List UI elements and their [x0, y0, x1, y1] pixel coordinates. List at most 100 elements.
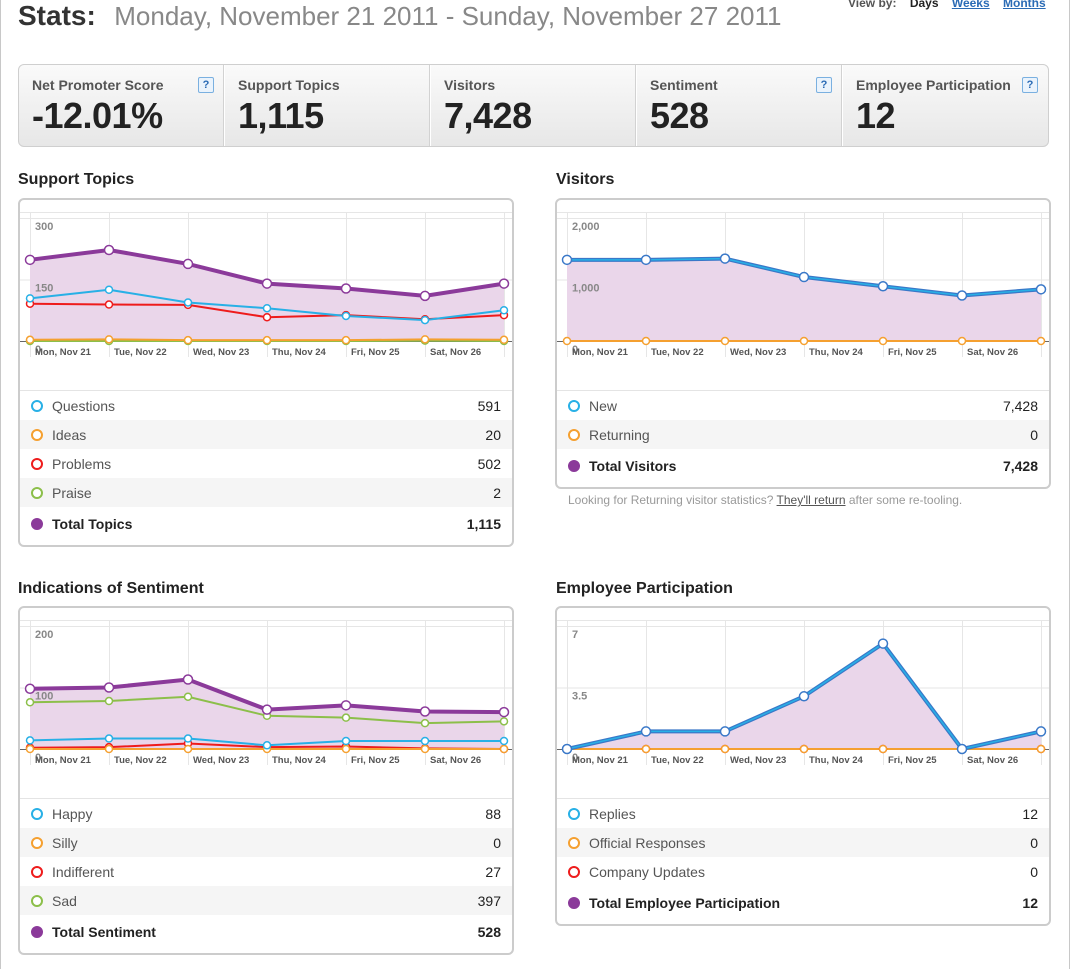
total-data-point[interactable] — [24, 254, 36, 266]
legend-label: Problems — [52, 455, 112, 472]
employee-participation-card: 7 3.5 0 Mon, Nov 21 Tue, Nov 22 Wed, Nov 23 Th… — [555, 606, 1051, 926]
data-point[interactable] — [262, 312, 272, 322]
total-data-point[interactable] — [640, 726, 652, 737]
data-point[interactable] — [420, 744, 430, 754]
legend-dot-icon — [568, 865, 580, 878]
total-data-point[interactable] — [877, 638, 889, 649]
view-days-current[interactable]: Days — [909, 0, 939, 10]
metric-value: 1,115 — [238, 95, 324, 136]
data-point[interactable] — [499, 717, 509, 726]
y-tick-label: 0 — [35, 752, 41, 764]
total-data-point[interactable] — [261, 704, 273, 715]
data-point[interactable] — [341, 736, 351, 746]
legend-dot-icon — [31, 836, 43, 849]
total-data-point[interactable] — [1035, 726, 1047, 737]
total-data-point[interactable] — [340, 700, 352, 711]
data-point[interactable] — [957, 336, 967, 346]
data-point[interactable] — [25, 335, 35, 345]
help-icon[interactable]: ? — [198, 77, 214, 93]
employee-participation-title: Employee Participation — [556, 580, 733, 597]
total-data-point[interactable] — [561, 743, 573, 755]
total-data-point[interactable] — [877, 281, 889, 292]
data-point[interactable] — [420, 335, 430, 344]
data-point[interactable] — [104, 335, 114, 344]
total-data-point[interactable] — [419, 290, 431, 302]
view-weeks-link[interactable]: Weeks — [951, 0, 990, 10]
total-data-point[interactable] — [261, 278, 273, 289]
total-data-point[interactable] — [182, 674, 194, 685]
x-tick-label: Tue, Nov 22 — [651, 347, 704, 358]
data-point[interactable] — [341, 713, 351, 722]
legend-total-row: Total Topics 1,115 — [20, 507, 512, 541]
total-data-point[interactable] — [24, 683, 36, 694]
data-point[interactable] — [499, 744, 509, 754]
theyll-return-link[interactable]: They'll return — [776, 493, 846, 507]
data-point[interactable] — [183, 744, 193, 754]
total-data-point[interactable] — [419, 706, 431, 717]
total-data-point[interactable] — [498, 706, 510, 718]
data-point[interactable] — [25, 744, 35, 754]
total-data-point[interactable] — [103, 682, 115, 693]
data-point[interactable] — [25, 736, 35, 745]
data-point[interactable] — [420, 736, 430, 746]
total-data-point[interactable] — [498, 278, 510, 289]
data-point[interactable] — [799, 744, 809, 754]
data-point[interactable] — [104, 285, 114, 294]
data-point[interactable] — [641, 744, 651, 754]
data-point[interactable] — [720, 744, 730, 754]
total-data-point[interactable] — [182, 258, 194, 270]
data-point[interactable] — [499, 306, 509, 315]
data-point[interactable] — [799, 336, 809, 346]
data-point[interactable] — [1036, 336, 1046, 346]
data-point[interactable] — [499, 736, 509, 746]
legend-total-row: Total Visitors 7,428 — [557, 449, 1049, 483]
data-point[interactable] — [183, 335, 193, 345]
data-point[interactable] — [183, 734, 193, 743]
total-data-point[interactable] — [719, 253, 731, 264]
data-point[interactable] — [1036, 744, 1046, 754]
data-point[interactable] — [262, 741, 272, 750]
legend-dot-icon — [568, 836, 580, 849]
total-data-point[interactable] — [561, 254, 573, 266]
data-point[interactable] — [104, 744, 114, 754]
total-data-point[interactable] — [798, 691, 810, 702]
data-point[interactable] — [562, 336, 572, 346]
legend-label: Silly — [52, 834, 78, 851]
data-point[interactable] — [25, 698, 35, 707]
data-point[interactable] — [878, 336, 888, 346]
data-point[interactable] — [499, 335, 509, 345]
data-point[interactable] — [262, 335, 272, 345]
data-point[interactable] — [25, 294, 35, 303]
data-point[interactable] — [420, 315, 430, 325]
total-data-point[interactable] — [956, 743, 968, 755]
employee-participation-legend: Replies 12 Official Responses 0 Company Upda… — [557, 799, 1049, 920]
support-topics-title: Support Topics — [18, 171, 135, 188]
data-point[interactable] — [720, 336, 730, 346]
data-point[interactable] — [104, 696, 114, 706]
total-data-point[interactable] — [719, 726, 731, 737]
total-data-point[interactable] — [1035, 284, 1047, 295]
legend-dot-icon — [568, 428, 580, 441]
data-point[interactable] — [420, 718, 430, 728]
data-point[interactable] — [341, 335, 351, 345]
total-data-point[interactable] — [640, 254, 652, 266]
data-point[interactable] — [183, 692, 193, 701]
data-point[interactable] — [878, 744, 888, 754]
data-point[interactable] — [341, 311, 351, 321]
view-months-link[interactable]: Months — [1003, 0, 1046, 10]
help-icon[interactable]: ? — [816, 77, 832, 93]
legend-label: Returning — [589, 426, 650, 443]
data-point[interactable] — [104, 300, 114, 309]
data-point[interactable] — [341, 744, 351, 754]
total-data-point[interactable] — [340, 283, 352, 294]
data-point[interactable] — [104, 734, 114, 743]
data-point[interactable] — [262, 303, 272, 313]
data-point[interactable] — [641, 336, 651, 346]
total-data-point[interactable] — [103, 244, 115, 256]
help-icon[interactable]: ? — [1022, 77, 1038, 93]
total-data-point[interactable] — [798, 271, 810, 283]
total-data-point[interactable] — [956, 290, 968, 301]
x-tick-label: Thu, Nov 24 — [272, 755, 327, 766]
legend-row: Problems 502 — [20, 449, 512, 478]
data-point[interactable] — [183, 298, 193, 307]
